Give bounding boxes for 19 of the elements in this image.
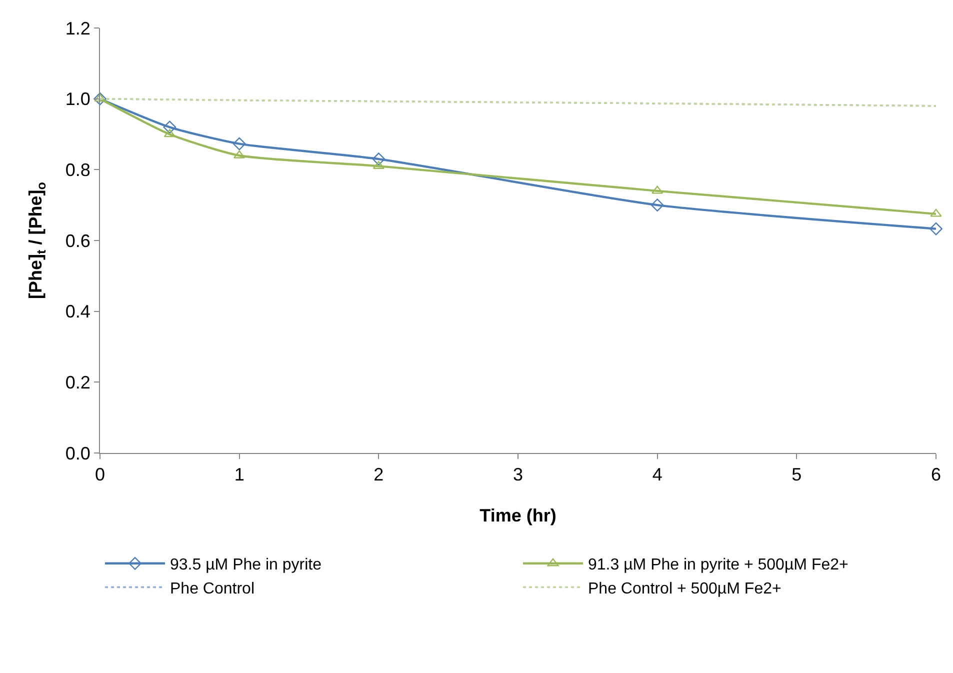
x-tick-label: 5 bbox=[792, 464, 802, 485]
x-tick-label: 2 bbox=[374, 464, 384, 485]
legend-label: 93.5 µM Phe in pyrite bbox=[170, 556, 322, 574]
y-tick-label: 1.0 bbox=[65, 89, 90, 110]
x-tick-label: 4 bbox=[652, 464, 662, 485]
x-tick-label: 1 bbox=[234, 464, 244, 485]
legend-label: 91.3 µM Phe in pyrite + 500µM Fe2+ bbox=[588, 556, 848, 574]
x-tick-label: 0 bbox=[94, 464, 106, 485]
y-tick-label: 0.6 bbox=[65, 230, 90, 251]
x-tick-label: 6 bbox=[930, 464, 942, 485]
y-tick-label: 0.2 bbox=[65, 372, 90, 392]
y-tick-label: 0.0 bbox=[65, 443, 90, 464]
y-tick-label: 1.2 bbox=[65, 18, 90, 38]
legend-label: Phe Control + 500µM Fe2+ bbox=[588, 580, 782, 598]
x-axis-title: Time (hr) bbox=[480, 506, 556, 526]
y-tick-label: 0.4 bbox=[65, 302, 90, 322]
x-tick-label: 3 bbox=[512, 464, 524, 485]
y-tick-label: 0.8 bbox=[65, 160, 90, 180]
legend-label: Phe Control bbox=[170, 580, 254, 598]
